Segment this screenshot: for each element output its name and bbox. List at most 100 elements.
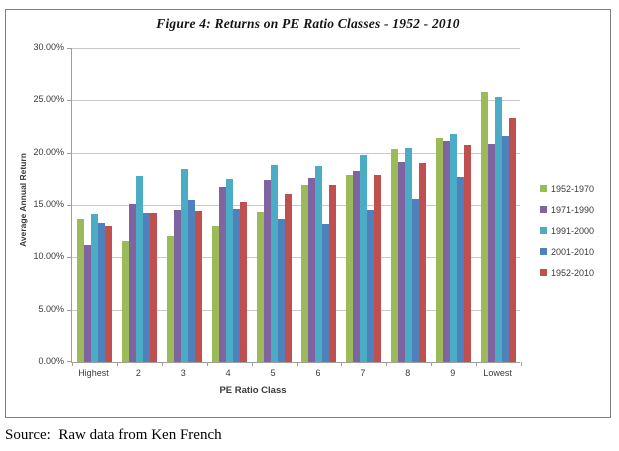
bar-1991-2000	[315, 165, 323, 362]
y-tick-label: 0.00%	[38, 356, 64, 366]
bar-2001-2010	[502, 135, 510, 362]
legend-item: 1971-1990	[540, 199, 594, 220]
y-axis-tick	[67, 205, 72, 206]
x-tick-label: 7	[360, 368, 366, 378]
y-axis-tick	[67, 48, 72, 49]
legend: 1952-1970 1971-1990 1991-2000 2001-2010 1952…	[540, 178, 594, 283]
legend-swatch	[540, 185, 547, 192]
bar-1991-2000	[90, 213, 98, 362]
bar-group-2	[117, 49, 162, 362]
gridline	[72, 257, 520, 258]
x-tick-label: Highest	[78, 368, 109, 378]
bar-1952-2010	[104, 226, 112, 362]
bar-1952-2010	[419, 162, 427, 362]
legend-label: 1971-1990	[551, 204, 595, 215]
x-axis-tick	[341, 362, 343, 366]
bar-1952-2010	[194, 210, 202, 362]
plot-area: 0.00% 5.00% 10.00% 15.00% 20.00% 25.00% 30.00%	[33, 42, 522, 366]
bar-1971-1990	[488, 143, 496, 362]
x-axis-tick	[386, 362, 388, 366]
bar-1991-2000	[405, 148, 413, 362]
bar-1952-2010	[329, 184, 337, 362]
y-tick-label: 30.00%	[33, 42, 64, 52]
bar-group-6	[297, 49, 342, 362]
x-axis-tick	[72, 362, 73, 366]
gridline	[72, 153, 520, 154]
legend-item: 1991-2000	[540, 220, 594, 241]
x-tick-label: 3	[180, 368, 186, 378]
gridline	[72, 310, 520, 311]
bar-group-lowest	[476, 49, 521, 362]
chart-title: Figure 4: Returns on PE Ratio Classes - …	[156, 16, 460, 31]
gridline	[72, 48, 520, 49]
bar-1952-1970	[481, 91, 489, 362]
bar-2001-2010	[277, 219, 285, 362]
bar-1991-2000	[270, 164, 278, 362]
bar-1952-2010	[239, 202, 247, 362]
x-axis-tick	[161, 362, 163, 366]
legend-label: 2001-2010	[551, 246, 595, 257]
bar-1952-1970	[256, 211, 264, 362]
x-axis-tick	[476, 362, 478, 366]
bar-1971-1990	[263, 180, 271, 362]
bar-1991-2000	[450, 133, 458, 362]
bar-group-3	[162, 49, 207, 362]
y-tick-label: 25.00%	[33, 94, 64, 104]
bar-1971-1990	[218, 186, 226, 362]
bar-1952-2010	[149, 212, 157, 362]
bar-group-9	[431, 49, 476, 362]
bar-group-highest	[72, 49, 117, 362]
x-axis-title: PE Ratio Class	[219, 385, 287, 396]
bar-1952-1970	[301, 184, 309, 362]
bar-1952-2010	[284, 194, 292, 362]
y-axis-tick	[67, 310, 72, 311]
bar-1971-1990	[83, 245, 91, 362]
bar-group-4	[207, 49, 252, 362]
x-tick-label: 6	[315, 368, 321, 378]
legend-swatch	[540, 206, 547, 213]
bar-1971-1990	[128, 204, 136, 362]
bar-1991-2000	[495, 97, 503, 362]
legend-label: 1952-2010	[551, 267, 595, 278]
legend-swatch	[540, 269, 547, 276]
bar-2001-2010	[412, 199, 420, 362]
x-tick-label: 9	[450, 368, 456, 378]
bar-1952-1970	[436, 137, 444, 362]
bar-1971-1990	[173, 209, 181, 362]
bar-2001-2010	[187, 200, 195, 362]
legend-label: 1991-2000	[551, 225, 595, 236]
bar-2001-2010	[457, 177, 465, 362]
bar-group-7	[341, 49, 386, 362]
bar-1952-2010	[509, 117, 517, 362]
bar-2001-2010	[322, 224, 330, 362]
x-tick-label: Lowest	[483, 368, 512, 378]
bar-2001-2010	[367, 209, 375, 362]
y-tick-label: 15.00%	[33, 199, 64, 209]
bar-1991-2000	[135, 176, 143, 362]
bar-1991-2000	[360, 155, 368, 362]
bar-group-8	[386, 49, 431, 362]
bar-2001-2010	[97, 223, 105, 362]
bar-1952-1970	[121, 240, 129, 362]
x-axis-tick	[431, 362, 433, 366]
source-note: Source: Raw data from Ken French	[5, 427, 222, 443]
y-tick-label: 10.00%	[33, 251, 64, 261]
gridline	[72, 100, 520, 101]
bar-1991-2000	[180, 168, 188, 362]
y-tick-label: 5.00%	[38, 304, 64, 314]
bar-2001-2010	[142, 212, 150, 362]
x-tick-label: 2	[135, 368, 141, 378]
x-axis-tick	[521, 362, 522, 366]
legend-item: 2001-2010	[540, 241, 594, 262]
bar-1971-1990	[398, 161, 406, 362]
bar-1971-1990	[353, 171, 361, 362]
x-tick-label: 5	[270, 368, 276, 378]
legend-item: 1952-1970	[540, 178, 594, 199]
y-axis-tick	[67, 361, 72, 362]
bar-1952-1970	[76, 219, 84, 362]
bar-1991-2000	[225, 179, 233, 362]
x-axis-tick	[206, 362, 208, 366]
x-axis-labels: Highest 2 3 4 5 6 7 8 9 Lowest	[71, 368, 520, 379]
chart-figure: Figure 4: Returns on PE Ratio Classes - …	[5, 9, 611, 418]
